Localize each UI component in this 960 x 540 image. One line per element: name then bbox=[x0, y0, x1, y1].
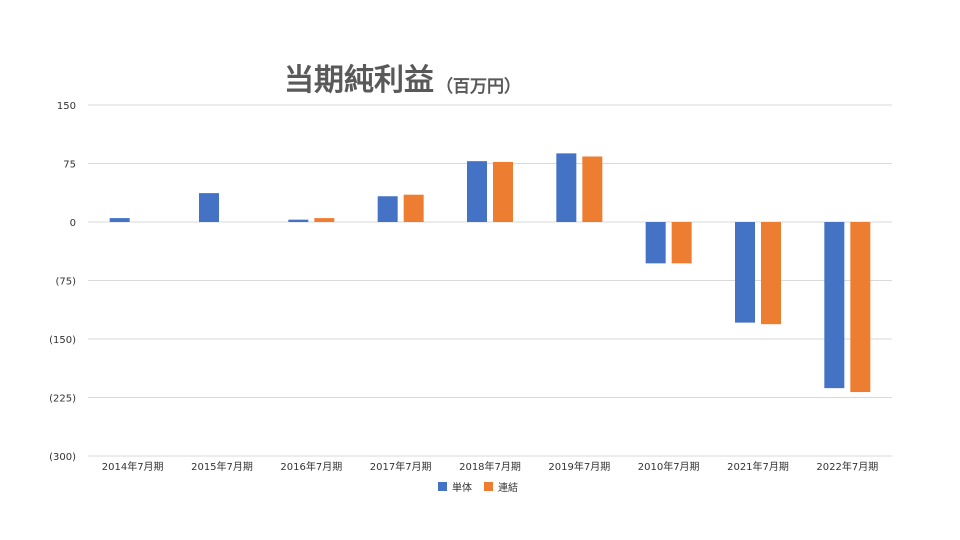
x-tick-label: 2021年7月期 bbox=[727, 460, 789, 473]
x-tick-label: 2015年7月期 bbox=[191, 460, 253, 473]
bars bbox=[109, 153, 871, 393]
chart-subtitle: （百万円） bbox=[436, 76, 521, 97]
bar-tantai bbox=[288, 219, 309, 222]
bar-tantai bbox=[109, 218, 130, 222]
x-axis-ticks: 2014年7月期 2015年7月期 2016年7月期 2017年7月期 2018年7月期… bbox=[102, 460, 878, 473]
x-tick-label: 2017年7月期 bbox=[370, 460, 432, 473]
legend: 単体 連結 bbox=[438, 481, 518, 494]
x-tick-label: 2016年7月期 bbox=[280, 460, 342, 473]
y-tick-label: (75) bbox=[55, 277, 76, 288]
bar-tantai bbox=[467, 161, 487, 222]
bar-renketsu bbox=[671, 222, 692, 264]
bar-renketsu bbox=[582, 156, 603, 222]
bar-tantai bbox=[645, 222, 666, 264]
legend-label: 単体 bbox=[452, 481, 472, 494]
y-tick-label: (300) bbox=[49, 452, 76, 463]
y-tick-label: (150) bbox=[49, 335, 76, 346]
y-tick-label: (225) bbox=[49, 394, 76, 405]
y-tick-label: 75 bbox=[63, 160, 76, 171]
gridlines bbox=[88, 104, 892, 457]
x-tick-label: 2022年7月期 bbox=[816, 460, 878, 473]
y-tick-label: 0 bbox=[70, 218, 76, 229]
x-tick-label: 2019年7月期 bbox=[548, 460, 610, 473]
chart-title: 当期純利益 bbox=[284, 63, 434, 98]
y-tick-label: 150 bbox=[57, 101, 76, 112]
bar-tantai bbox=[556, 153, 577, 222]
x-tick-label: 2014年7月期 bbox=[102, 460, 164, 473]
bar-tantai bbox=[377, 196, 398, 222]
bar-renketsu bbox=[761, 222, 781, 325]
bar-renketsu bbox=[403, 194, 424, 222]
bar-renketsu bbox=[314, 218, 335, 222]
legend-label: 連結 bbox=[498, 481, 518, 494]
bar-renketsu bbox=[493, 161, 513, 222]
x-tick-label: 2018年7月期 bbox=[459, 460, 521, 473]
legend-swatch bbox=[484, 482, 493, 491]
bar-tantai bbox=[735, 222, 755, 323]
bar-tantai bbox=[199, 193, 219, 222]
y-axis-ticks: 150 75 0 (75) (150) (225) (300) bbox=[49, 101, 76, 463]
bar-tantai bbox=[824, 222, 845, 389]
x-tick-label: 2010年7月期 bbox=[638, 460, 700, 473]
bar-renketsu bbox=[850, 222, 871, 393]
legend-swatch bbox=[438, 482, 447, 491]
